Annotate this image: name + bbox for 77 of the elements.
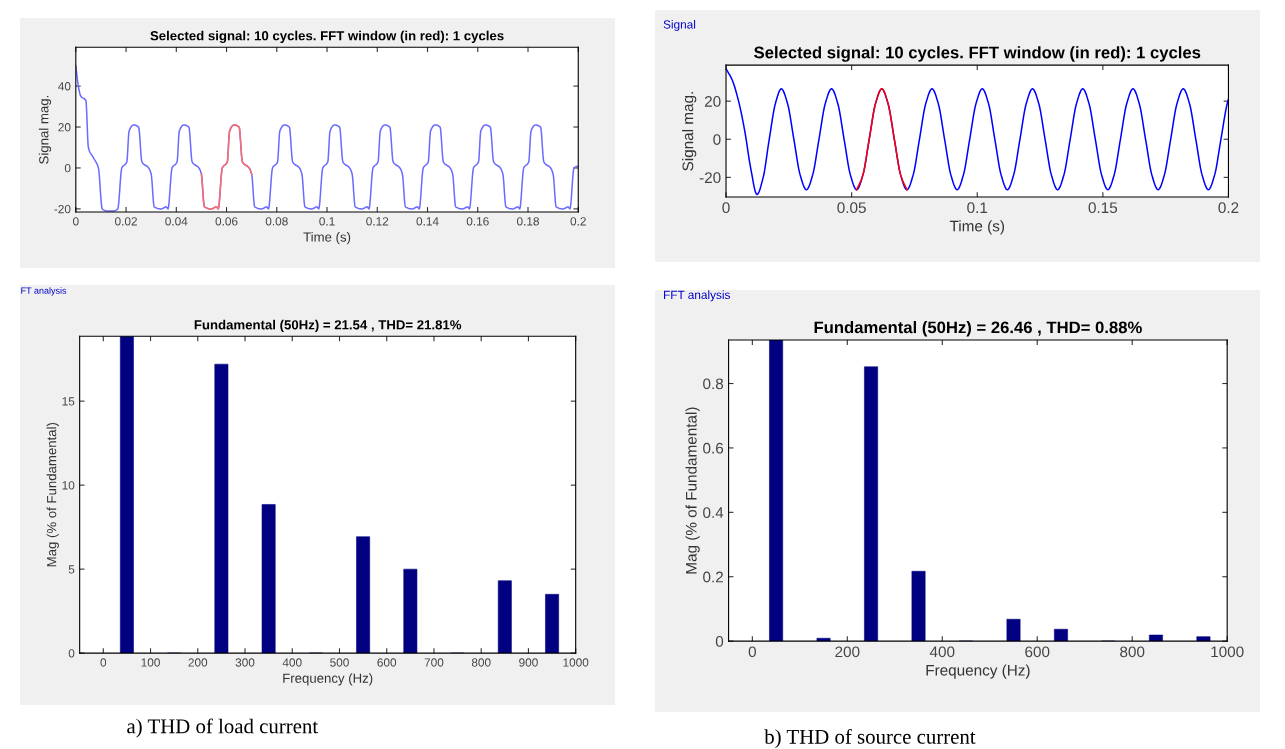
y-tick-label: 0.6 <box>703 442 724 454</box>
x-tick-label: 900 <box>519 658 538 667</box>
y-tick-label: 0 <box>713 134 721 145</box>
x-tick-label: 700 <box>424 658 444 667</box>
y-axis-title: Signal mag. <box>38 95 52 164</box>
bar <box>1054 628 1068 642</box>
text: FT analysis <box>21 287 67 296</box>
x-tick-label: 0.02 <box>115 217 137 226</box>
y-tick-label: 15 <box>62 397 75 406</box>
bar <box>1149 634 1163 642</box>
bar <box>1196 636 1211 642</box>
x-tick-label: 500 <box>330 658 349 667</box>
y-tick-label: 20 <box>704 96 721 107</box>
y-axis-title: Mag (% of Fundamental) <box>46 422 59 567</box>
x-tick-label: 0 <box>748 646 756 658</box>
x-tick-label: 100 <box>141 658 160 667</box>
x-tick-label: 600 <box>377 658 397 667</box>
x-tick-label: 1000 <box>563 658 589 667</box>
y-tick-label: 0.4 <box>703 507 724 519</box>
text: b) THD of source current <box>764 728 976 749</box>
text: Signal <box>663 19 696 31</box>
chart-title: Fundamental (50Hz) = 21.54 , THD= 21.81% <box>194 319 462 333</box>
bar <box>864 366 878 642</box>
x-tick-label: 400 <box>282 658 302 667</box>
bar <box>261 504 276 654</box>
x-axis-title: Frequency (Hz) <box>926 664 1030 679</box>
x-tick-label: 0.2 <box>1218 202 1239 214</box>
bar <box>769 340 784 642</box>
chart-title: Selected signal: 10 cycles. FFT window (in red): 1 cycles <box>754 46 1201 62</box>
x-tick-label: 0.18 <box>516 217 539 226</box>
y-tick-label: 0.2 <box>703 571 723 583</box>
x-tick-label: 0.06 <box>215 217 238 226</box>
chart-title: Fundamental (50Hz) = 26.46 , THD= 0.88% <box>814 321 1142 337</box>
x-tick-label: 0 <box>100 658 107 667</box>
chart-title: Selected signal: 10 cycles. FFT window (in red): 1 cycles <box>150 30 504 44</box>
bar <box>214 363 229 654</box>
y-tick-label: 5 <box>68 565 75 574</box>
y-tick-label: 10 <box>62 481 75 490</box>
bar <box>545 594 559 654</box>
x-tick-label: 0.12 <box>366 217 389 226</box>
bar <box>403 568 418 654</box>
x-tick-label: 400 <box>929 646 955 658</box>
text: a) THD of load current <box>127 718 319 738</box>
x-tick-label: 0.05 <box>837 202 866 214</box>
x-tick-label: 0.15 <box>1088 202 1118 214</box>
bar <box>356 536 370 654</box>
x-axis-title: Time (s) <box>949 220 1005 235</box>
x-tick-label: 800 <box>1120 646 1145 658</box>
x-tick-label: 0.2 <box>570 217 586 226</box>
bar <box>497 580 512 654</box>
x-tick-label: 0.14 <box>416 217 439 226</box>
x-tick-label: 0.04 <box>165 217 188 226</box>
x-tick-label: 0.1 <box>967 202 988 214</box>
x-tick-label: 600 <box>1025 646 1050 658</box>
y-axis-title: Mag (% of Fundamental) <box>685 407 700 574</box>
bar <box>911 570 926 642</box>
x-axis-title: Frequency (Hz) <box>283 673 373 686</box>
x-tick-label: 200 <box>835 646 860 658</box>
y-tick-label: 0.8 <box>703 378 724 390</box>
bar <box>1006 618 1021 642</box>
x-tick-label: 0.1 <box>319 217 335 226</box>
bar <box>120 336 134 654</box>
x-tick-label: 0.08 <box>265 217 288 226</box>
x-tick-label: 800 <box>471 658 491 667</box>
y-tick-label: 0 <box>715 636 724 647</box>
x-tick-label: 300 <box>235 658 255 667</box>
y-tick-label: -20 <box>54 204 71 214</box>
y-tick-label: 40 <box>58 82 71 91</box>
x-tick-label: 0.16 <box>466 217 489 226</box>
x-tick-label: 1000 <box>1211 646 1244 658</box>
y-tick-label: 0 <box>64 163 71 173</box>
x-axis-title: Time (s) <box>303 232 351 245</box>
x-tick-label: 200 <box>188 658 208 667</box>
y-tick-label: -20 <box>699 172 721 184</box>
y-tick-label: 20 <box>58 123 71 132</box>
y-axis-title: Signal mag. <box>682 92 697 171</box>
text: FFT analysis <box>664 290 730 302</box>
